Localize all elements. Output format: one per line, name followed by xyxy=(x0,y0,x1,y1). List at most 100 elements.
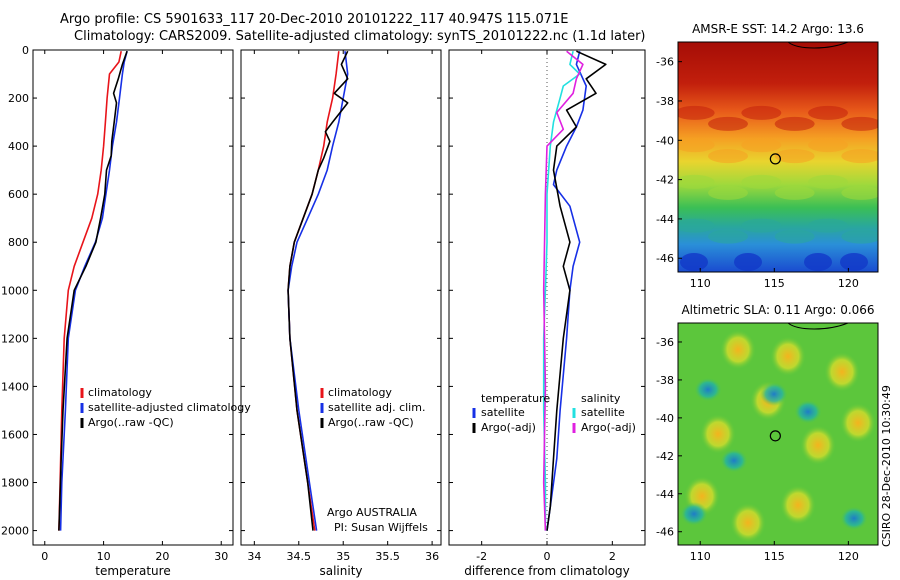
map-y-tick-label: -46 xyxy=(656,252,674,265)
figure-title-line2: Climatology: CARS2009. Satellite-adjuste… xyxy=(74,29,646,44)
sla-low-patch xyxy=(794,399,822,424)
map-y-tick-label: -36 xyxy=(656,336,674,349)
map-x-tick-label: 115 xyxy=(764,277,785,290)
credit-line2: PI: Susan Wijffels xyxy=(334,521,428,534)
sst-band-patch xyxy=(708,116,748,131)
sst-band-patch xyxy=(841,185,878,200)
x-tick-label: 30 xyxy=(214,550,228,563)
legend-label: satellite-adjusted climatology xyxy=(88,401,251,414)
sla-high-patch xyxy=(700,414,736,454)
axes-frame xyxy=(240,49,442,546)
map-y-tick-label: -42 xyxy=(656,174,674,187)
sst-band-patch xyxy=(678,218,715,233)
sla-low-patch xyxy=(694,377,722,402)
x-tick-label: 2 xyxy=(609,550,616,563)
sst-band-patch xyxy=(774,229,815,244)
sst-band-patch xyxy=(841,229,878,244)
heatmap-field xyxy=(678,323,878,545)
y-tick-label: 1800 xyxy=(1,477,29,490)
profile-panel-1: 0 10 20 30 0 200 400 600 800 1000 1200 1400 1600 1800… xyxy=(1,44,251,578)
sla-low-patch xyxy=(720,448,748,473)
sst-cold-patch xyxy=(804,253,832,271)
legend-header-temperature: temperature xyxy=(481,392,550,405)
legend-label: satellite xyxy=(481,406,525,419)
sst-band-patch xyxy=(841,149,878,164)
map-title: Altimetric SLA: 0.11 Argo: 0.066 xyxy=(681,303,874,317)
y-tick-label: 0 xyxy=(22,44,29,57)
map-frame xyxy=(677,322,879,546)
axes-frame xyxy=(32,49,234,546)
sst-band-patch xyxy=(808,105,848,120)
x-tick-label: 35 xyxy=(336,550,350,563)
map-panel-1: 110 115 120 -36 -38 -40 -42 -44 -46 AMSR-E SST: 1… xyxy=(656,22,879,290)
credit-line1: Argo AUSTRALIA xyxy=(327,506,417,519)
y-tick-label: 1200 xyxy=(1,332,29,345)
sst-band-patch xyxy=(774,149,815,164)
sst-band-patch xyxy=(678,105,715,120)
y-tick-label: 1600 xyxy=(1,428,29,441)
sla-low-patch xyxy=(680,501,708,526)
map-y-tick-label: -38 xyxy=(656,95,674,108)
sst-band-patch xyxy=(808,138,848,153)
coast-contour xyxy=(787,323,849,330)
x-tick-label: 20 xyxy=(155,550,169,563)
credit-block: Argo AUSTRALIA PI: Susan Wijffels xyxy=(327,506,428,534)
x-tick-label: -2 xyxy=(476,550,487,563)
y-tick-label: 200 xyxy=(8,92,29,105)
legend-header-salinity: salinity xyxy=(581,392,621,405)
sla-high-patch xyxy=(730,502,766,543)
x-axis-label: salinity xyxy=(319,564,362,578)
sst-band-patch xyxy=(808,218,848,233)
series-line-satelliteadjclim-1 xyxy=(287,51,349,531)
sla-high-patch xyxy=(770,336,806,377)
map-y-tick-label: -44 xyxy=(656,213,674,226)
x-tick-label: 10 xyxy=(97,550,111,563)
y-tick-label: 600 xyxy=(8,188,29,201)
map-x-tick-label: 120 xyxy=(838,550,859,563)
sla-high-patch xyxy=(824,351,860,392)
x-tick-label: 34 xyxy=(247,550,261,563)
y-tick-label: 1400 xyxy=(1,380,29,393)
x-tick-label: 35.5 xyxy=(375,550,400,563)
sst-band-patch xyxy=(741,138,782,153)
series-line-argorawqc-2 xyxy=(58,50,128,531)
legend-label: Argo(-adj) xyxy=(581,421,636,434)
sst-band-patch xyxy=(774,116,815,131)
sst-band-patch xyxy=(741,174,782,189)
argo-position-marker xyxy=(769,430,781,442)
map-x-tick-label: 115 xyxy=(764,550,785,563)
sla-high-patch xyxy=(840,402,876,443)
y-tick-label: 800 xyxy=(8,236,29,249)
figure-title-line1: Argo profile: CS 5901633_117 20-Dec-2010… xyxy=(60,12,569,27)
map-y-tick-label: -40 xyxy=(656,134,674,147)
map-panel-2: 110 115 120 -36 -38 -40 -42 -44 -46 Altimetric SL… xyxy=(656,303,879,563)
map-y-tick-label: -44 xyxy=(656,488,674,501)
timestamp-side-label: CSIRO 28-Dec-2010 10:30:49 xyxy=(880,385,893,547)
sla-high-patch xyxy=(800,425,836,466)
sst-band-patch xyxy=(808,174,848,189)
y-tick-label: 1000 xyxy=(1,284,29,297)
series-line-argorawqc-2 xyxy=(287,50,349,531)
series-line-argoadj-1 xyxy=(546,50,607,531)
legend-label: Argo(-adj) xyxy=(481,421,536,434)
map-y-tick-label: -38 xyxy=(656,374,674,387)
map-frame xyxy=(677,41,879,273)
map-x-tick-label: 110 xyxy=(690,550,711,563)
legend-label: climatology xyxy=(328,386,392,399)
legend-label: Argo(..raw -QC) xyxy=(88,416,174,429)
series-line-argoadj-3 xyxy=(542,50,584,531)
sst-band-patch xyxy=(741,105,782,120)
x-tick-label: 0 xyxy=(544,550,551,563)
legend-label: Argo(..raw -QC) xyxy=(328,416,414,429)
sla-low-patch xyxy=(760,382,788,407)
sst-cold-patch xyxy=(840,253,868,271)
map-x-tick-label: 110 xyxy=(690,277,711,290)
sst-cold-patch xyxy=(734,253,762,271)
sst-band-patch xyxy=(678,138,715,153)
profile-panel-2: 34 34.5 35 35.5 36 salinity climatology satelli… xyxy=(240,49,442,578)
sst-band-patch xyxy=(841,116,878,131)
sst-cold-patch xyxy=(680,253,708,271)
map-y-tick-label: -46 xyxy=(656,526,674,539)
